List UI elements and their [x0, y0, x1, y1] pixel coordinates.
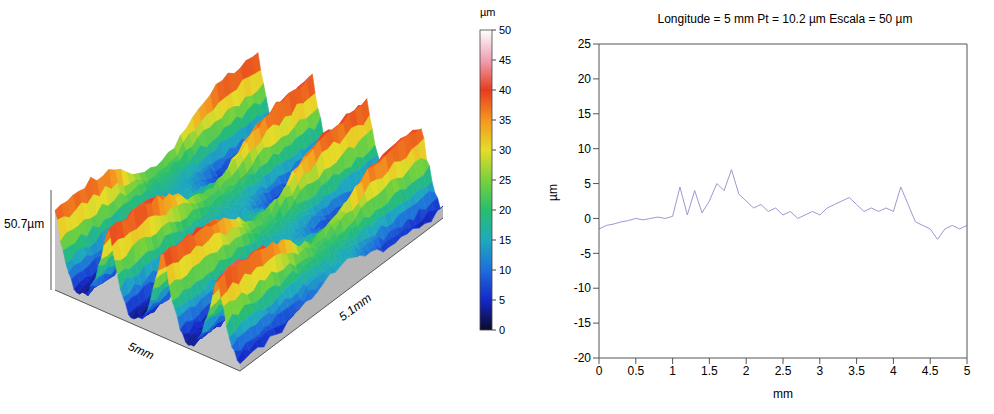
svg-text:15: 15	[499, 234, 511, 246]
svg-text:35: 35	[499, 114, 511, 126]
svg-text:-15: -15	[574, 316, 592, 330]
svg-text:4: 4	[890, 364, 897, 378]
svg-text:-5: -5	[580, 247, 591, 261]
svg-text:30: 30	[499, 144, 511, 156]
svg-text:50: 50	[499, 24, 511, 36]
svg-text:5: 5	[964, 364, 971, 378]
svg-text:µm: µm	[546, 184, 560, 201]
svg-text:2: 2	[743, 364, 750, 378]
svg-text:10: 10	[499, 264, 511, 276]
svg-text:50.7µm: 50.7µm	[4, 217, 44, 231]
svg-text:15: 15	[578, 107, 592, 121]
svg-text:0.5: 0.5	[627, 364, 644, 378]
svg-text:25: 25	[499, 174, 511, 186]
svg-text:0: 0	[596, 364, 603, 378]
svg-text:5: 5	[499, 294, 505, 306]
svg-text:3: 3	[816, 364, 823, 378]
svg-text:µm: µm	[480, 6, 496, 18]
svg-text:40: 40	[499, 84, 511, 96]
svg-text:45: 45	[499, 54, 511, 66]
svg-text:4.5: 4.5	[922, 364, 939, 378]
svg-text:1: 1	[669, 364, 676, 378]
svg-text:0: 0	[499, 324, 505, 336]
html-text:Longitude = 5 mm Pt = 10.2 µm: Longitude = 5 mm Pt = 10.2 µm Escala = 5…	[657, 12, 913, 26]
svg-text:5.1mm: 5.1mm	[336, 291, 374, 324]
svg-text:20: 20	[499, 204, 511, 216]
svg-text:2.5: 2.5	[775, 364, 792, 378]
svg-text:20: 20	[578, 72, 592, 86]
svg-text:-20: -20	[574, 351, 592, 365]
svg-text:1.5: 1.5	[701, 364, 718, 378]
svg-text:mm: mm	[773, 387, 793, 401]
svg-text:10: 10	[578, 142, 592, 156]
svg-text:25: 25	[578, 37, 592, 51]
svg-text:-10: -10	[574, 281, 592, 295]
svg-text:5: 5	[584, 177, 591, 191]
svg-text:3.5: 3.5	[848, 364, 865, 378]
svg-text:5mm: 5mm	[126, 339, 156, 363]
svg-text:0: 0	[584, 212, 591, 226]
